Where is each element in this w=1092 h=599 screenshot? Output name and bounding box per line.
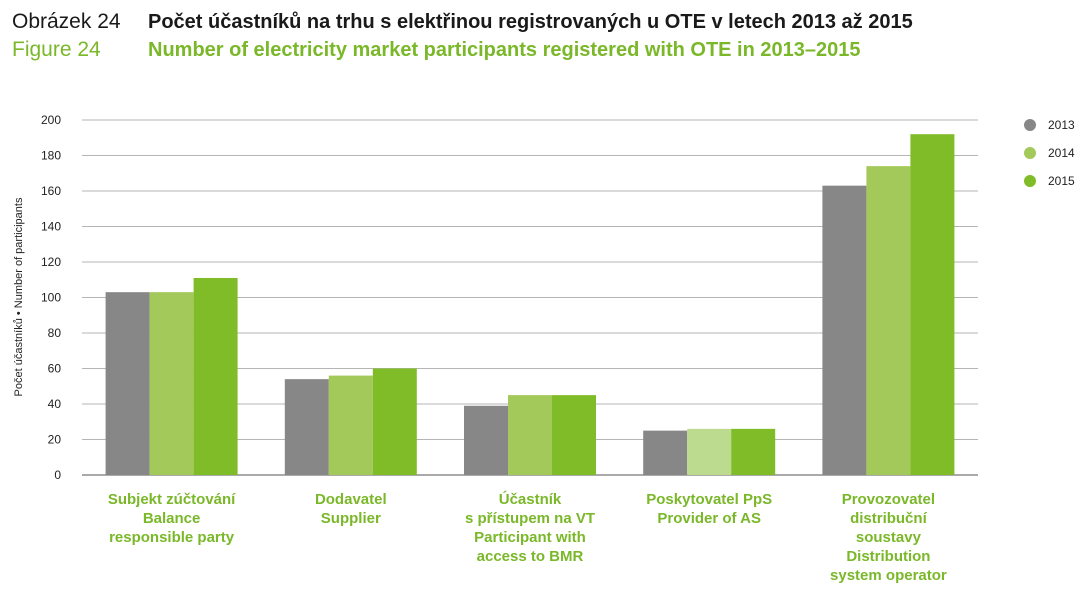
y-tick-label: 180 — [41, 149, 61, 163]
category-label-line: Provider of AS — [657, 510, 761, 527]
y-axis-label: Počet účastníků • Number of participants — [13, 197, 25, 396]
figure-header: Obrázek 24 Počet účastníků na trhu s ele… — [12, 10, 1082, 66]
y-tick-label: 160 — [41, 184, 61, 198]
figure-label-en: Figure 24 — [12, 38, 101, 61]
category-label-line: Dodavatel — [315, 491, 387, 508]
category-label-line: s přístupem na VT — [465, 510, 595, 527]
bar-2014-cat3 — [508, 395, 552, 475]
bar-2013-cat4 — [643, 430, 688, 475]
category-label-line: Supplier — [321, 510, 381, 527]
y-tick-label: 200 — [41, 113, 61, 127]
category-label-line: Provozovatel — [842, 491, 935, 508]
bar-2013-cat5 — [822, 185, 867, 476]
bar-2015-cat1 — [193, 277, 238, 475]
bar-2014-cat5 — [866, 166, 911, 475]
bar-2015-cat3 — [552, 395, 596, 475]
y-tick-label: 140 — [41, 220, 61, 234]
category-label-line: Participant with — [474, 529, 586, 546]
y-tick-label: 60 — [48, 362, 62, 376]
y-tick-label: 40 — [48, 397, 62, 411]
y-tick-label: 0 — [54, 468, 61, 482]
figure-title-en: Number of electricity market participant… — [148, 39, 861, 61]
legend-marker-2013 — [1024, 119, 1036, 131]
legend-marker-2014 — [1024, 147, 1036, 159]
category-label-line: soustavy — [856, 529, 922, 546]
legend-label-2013: 2013 — [1048, 118, 1075, 132]
legend-label-2015: 2015 — [1048, 174, 1075, 188]
y-tick-label: 20 — [48, 433, 62, 447]
bar-2015-cat4 — [731, 428, 776, 475]
bar-2013-cat3 — [464, 405, 508, 475]
header-row-cz: Obrázek 24 Počet účastníků na trhu s ele… — [12, 10, 1082, 38]
header-row-en: Figure 24 Number of electricity market p… — [12, 38, 1082, 66]
y-tick-label: 100 — [41, 291, 61, 305]
legend-marker-2015 — [1024, 175, 1036, 187]
bar-2013-cat1 — [105, 292, 150, 475]
bar-2015-cat2 — [372, 368, 417, 475]
bar-2013-cat2 — [284, 379, 329, 475]
category-label-line: responsible party — [109, 529, 235, 546]
category-label-line: Subjekt zúčtování — [108, 491, 236, 508]
y-tick-label: 80 — [48, 326, 62, 340]
category-label-line: access to BMR — [477, 548, 584, 565]
category-label-line: Balance — [143, 510, 201, 527]
category-label-line: Distribution — [846, 548, 930, 565]
bar-2015-cat5 — [910, 134, 955, 475]
y-tick-label: 120 — [41, 255, 61, 269]
figure-title-cz: Počet účastníků na trhu s elektřinou reg… — [148, 11, 913, 33]
bar-2014-cat2 — [328, 375, 373, 475]
figure-label-cz: Obrázek 24 — [12, 10, 121, 33]
legend-label-2014: 2014 — [1048, 146, 1075, 160]
category-label-line: Poskytovatel PpS — [646, 491, 772, 508]
category-label-line: system operator — [830, 567, 947, 584]
category-label-line: Účastník — [499, 490, 562, 508]
bar-2014-cat1 — [149, 292, 194, 475]
bar-2014-cat4 — [687, 428, 732, 475]
category-label-line: distribuční — [850, 510, 928, 527]
